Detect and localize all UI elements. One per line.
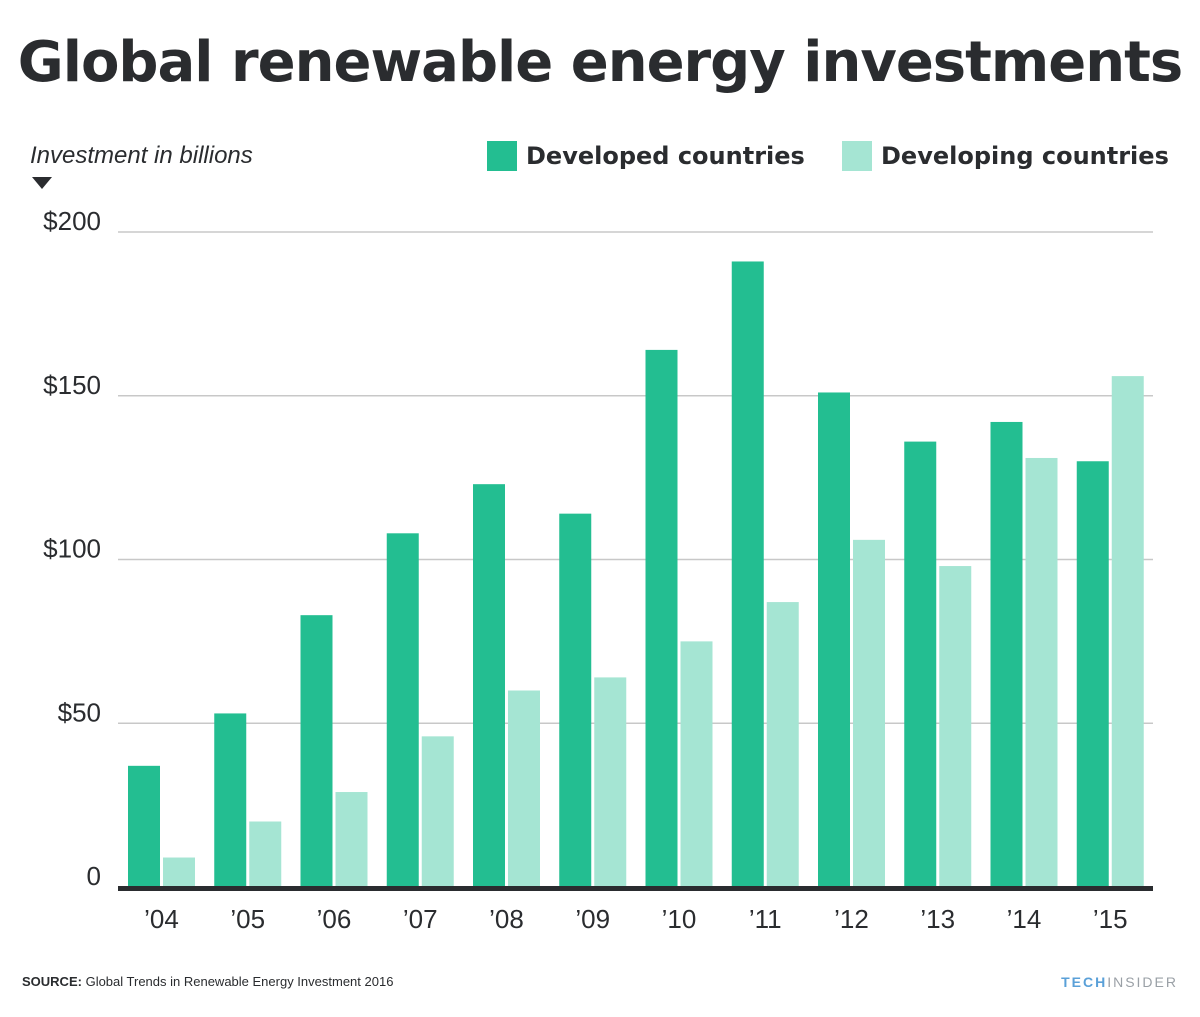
legend-swatch-developing — [842, 141, 872, 171]
legend-item-developing: Developing countries — [842, 141, 1169, 171]
source-label: SOURCE: — [22, 974, 82, 989]
bar-developing — [594, 677, 627, 887]
bar-developing — [508, 690, 540, 887]
x-tick-label: ’11 — [749, 904, 782, 934]
x-tick-label: ’13 — [920, 904, 955, 934]
x-tick-label: ’09 — [575, 904, 610, 934]
x-tick-label: ’12 — [834, 904, 869, 934]
bar-developing — [249, 821, 282, 887]
bar-developing — [335, 792, 368, 887]
bar-developed — [731, 261, 764, 888]
x-tick-label: ’05 — [230, 904, 265, 934]
bar-developing — [939, 566, 972, 887]
bar-developing — [680, 641, 713, 887]
bar-developed — [300, 615, 333, 887]
chart-title: Global renewable energy investments — [17, 30, 1183, 95]
brand-tech: TECH — [1061, 974, 1108, 990]
bar-developed — [1076, 461, 1109, 887]
bar-developed — [990, 421, 1023, 887]
y-tick-label: $200 — [43, 206, 101, 236]
x-tick-label: ’10 — [662, 904, 697, 934]
bar-developed — [128, 765, 160, 887]
bar-developing — [421, 736, 454, 887]
x-tick-label: ’14 — [1007, 904, 1042, 934]
down-arrow-icon — [32, 177, 52, 189]
legend-label-developed: Developed countries — [526, 142, 805, 170]
bar-developed — [645, 349, 678, 887]
bar-developing — [853, 539, 885, 887]
bar-developed — [818, 392, 850, 887]
brand-insider: INSIDER — [1107, 974, 1178, 990]
y-axis-label: Investment in billions — [30, 142, 253, 169]
bar-developing — [1111, 376, 1144, 887]
legend-item-developed: Developed countries — [487, 141, 805, 171]
bar-developed — [473, 484, 505, 887]
y-tick-label: $150 — [43, 370, 101, 400]
y-tick-label: $100 — [43, 534, 101, 564]
brand-logo: TECHINSIDER — [1061, 974, 1178, 990]
y-tick-label: $50 — [58, 697, 101, 727]
source-note: SOURCE: Global Trends in Renewable Energ… — [22, 974, 393, 989]
bar-developed — [386, 533, 419, 887]
bar-developed — [559, 513, 592, 887]
bar-developed — [214, 713, 247, 887]
y-tick-label: 0 — [87, 861, 101, 891]
x-tick-label: ’07 — [403, 904, 438, 934]
x-tick-label: ’04 — [144, 904, 179, 934]
x-tick-label: ’06 — [317, 904, 352, 934]
x-tick-label: ’15 — [1093, 904, 1128, 934]
legend-label-developing: Developing countries — [881, 142, 1169, 170]
x-tick-label: ’08 — [489, 904, 524, 934]
bar-developed — [904, 441, 937, 887]
bar-developing — [1025, 457, 1058, 887]
bar-developing — [766, 602, 799, 887]
source-text: Global Trends in Renewable Energy Invest… — [85, 974, 394, 989]
legend-swatch-developed — [487, 141, 517, 171]
bar-developing — [163, 857, 195, 887]
